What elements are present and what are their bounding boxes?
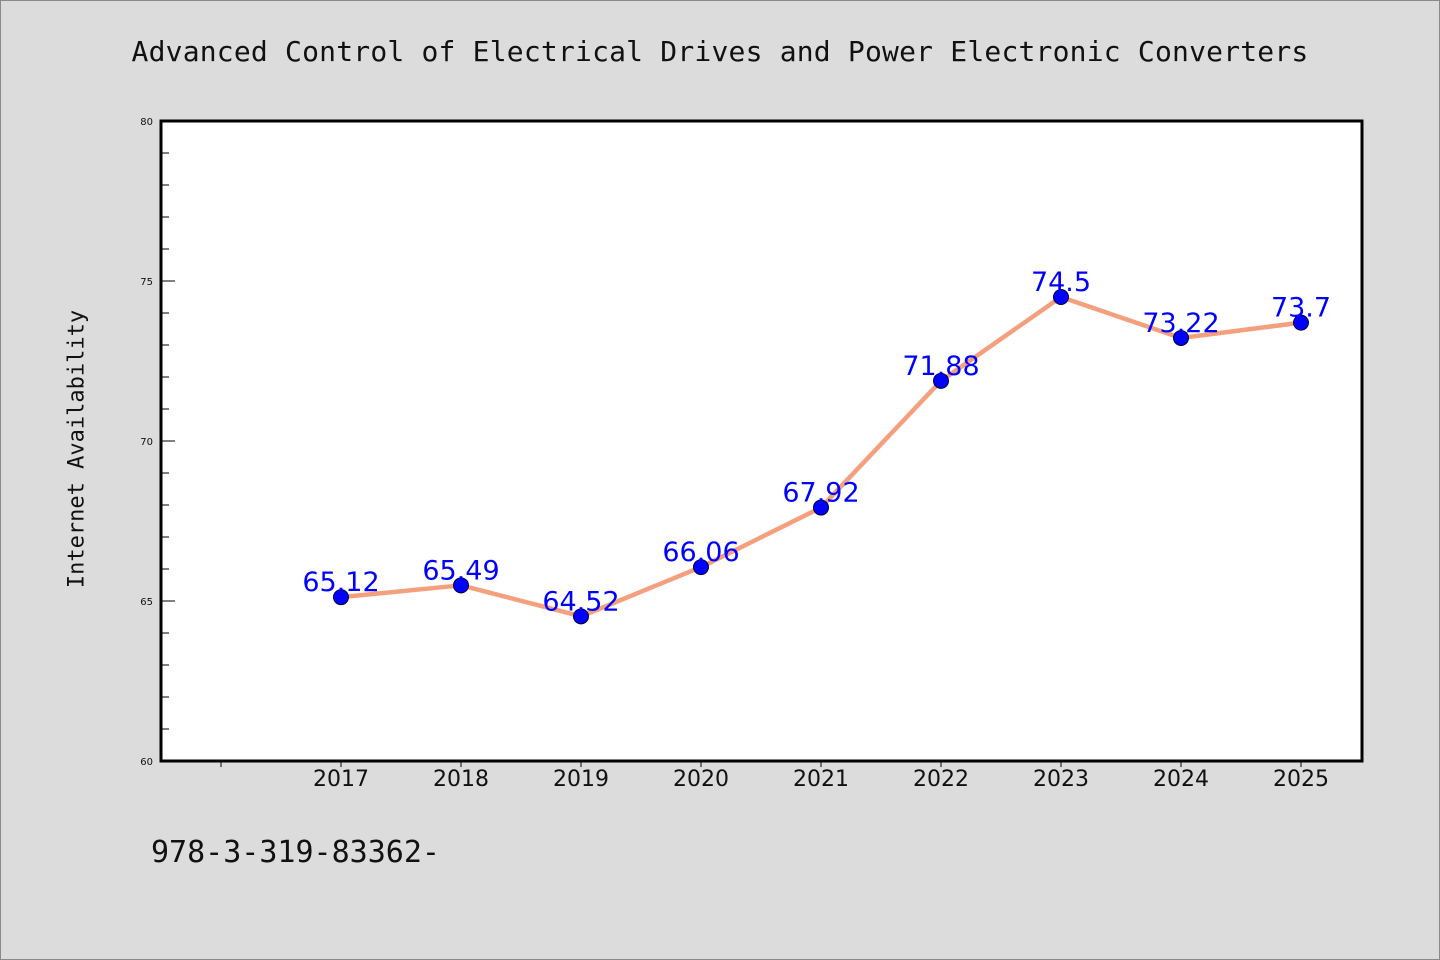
data-point — [1293, 314, 1309, 331]
x-tick-label: 2021 — [793, 767, 849, 792]
data-point — [933, 372, 949, 389]
data-label: 65.49 — [422, 555, 499, 586]
x-tick-label: 2017 — [313, 767, 369, 792]
chart-title: Advanced Control of Electrical Drives an… — [131, 35, 1309, 68]
y-tick-label: 60 — [140, 757, 153, 768]
y-tick-label: 65 — [140, 597, 153, 608]
data-label: 74.5 — [1031, 267, 1091, 298]
data-point — [1053, 289, 1069, 305]
x-tick-label: 2020 — [673, 767, 729, 792]
x-tick-label: 2025 — [1273, 767, 1329, 792]
data-label: 73.7 — [1271, 293, 1331, 324]
data-label: 66.06 — [662, 537, 739, 568]
data-label: 67.92 — [782, 478, 859, 509]
x-tick-label: 2024 — [1153, 767, 1209, 792]
x-tick-label: 2023 — [1033, 767, 1089, 792]
y-tick-label: 75 — [140, 277, 153, 288]
data-point — [573, 608, 589, 625]
y-tick-label: 70 — [140, 437, 153, 448]
y-tick-label: 80 — [140, 117, 153, 128]
data-label: 64.52 — [542, 586, 619, 617]
data-point — [453, 577, 469, 594]
data-label: 71.88 — [902, 351, 979, 382]
footer-text: 978-3-319-83362- — [151, 835, 440, 870]
data-point — [693, 559, 709, 576]
data-point — [813, 499, 829, 516]
x-tick-label: 2022 — [913, 767, 969, 792]
data-point — [1173, 329, 1189, 346]
data-label: 73.22 — [1142, 308, 1219, 339]
data-label: 65.12 — [302, 567, 379, 598]
x-tick-label: 2019 — [553, 767, 609, 792]
plot-area — [161, 121, 1362, 761]
plot-frame — [159, 119, 1364, 763]
x-tick-label: 2018 — [433, 767, 489, 792]
data-point — [333, 589, 349, 606]
